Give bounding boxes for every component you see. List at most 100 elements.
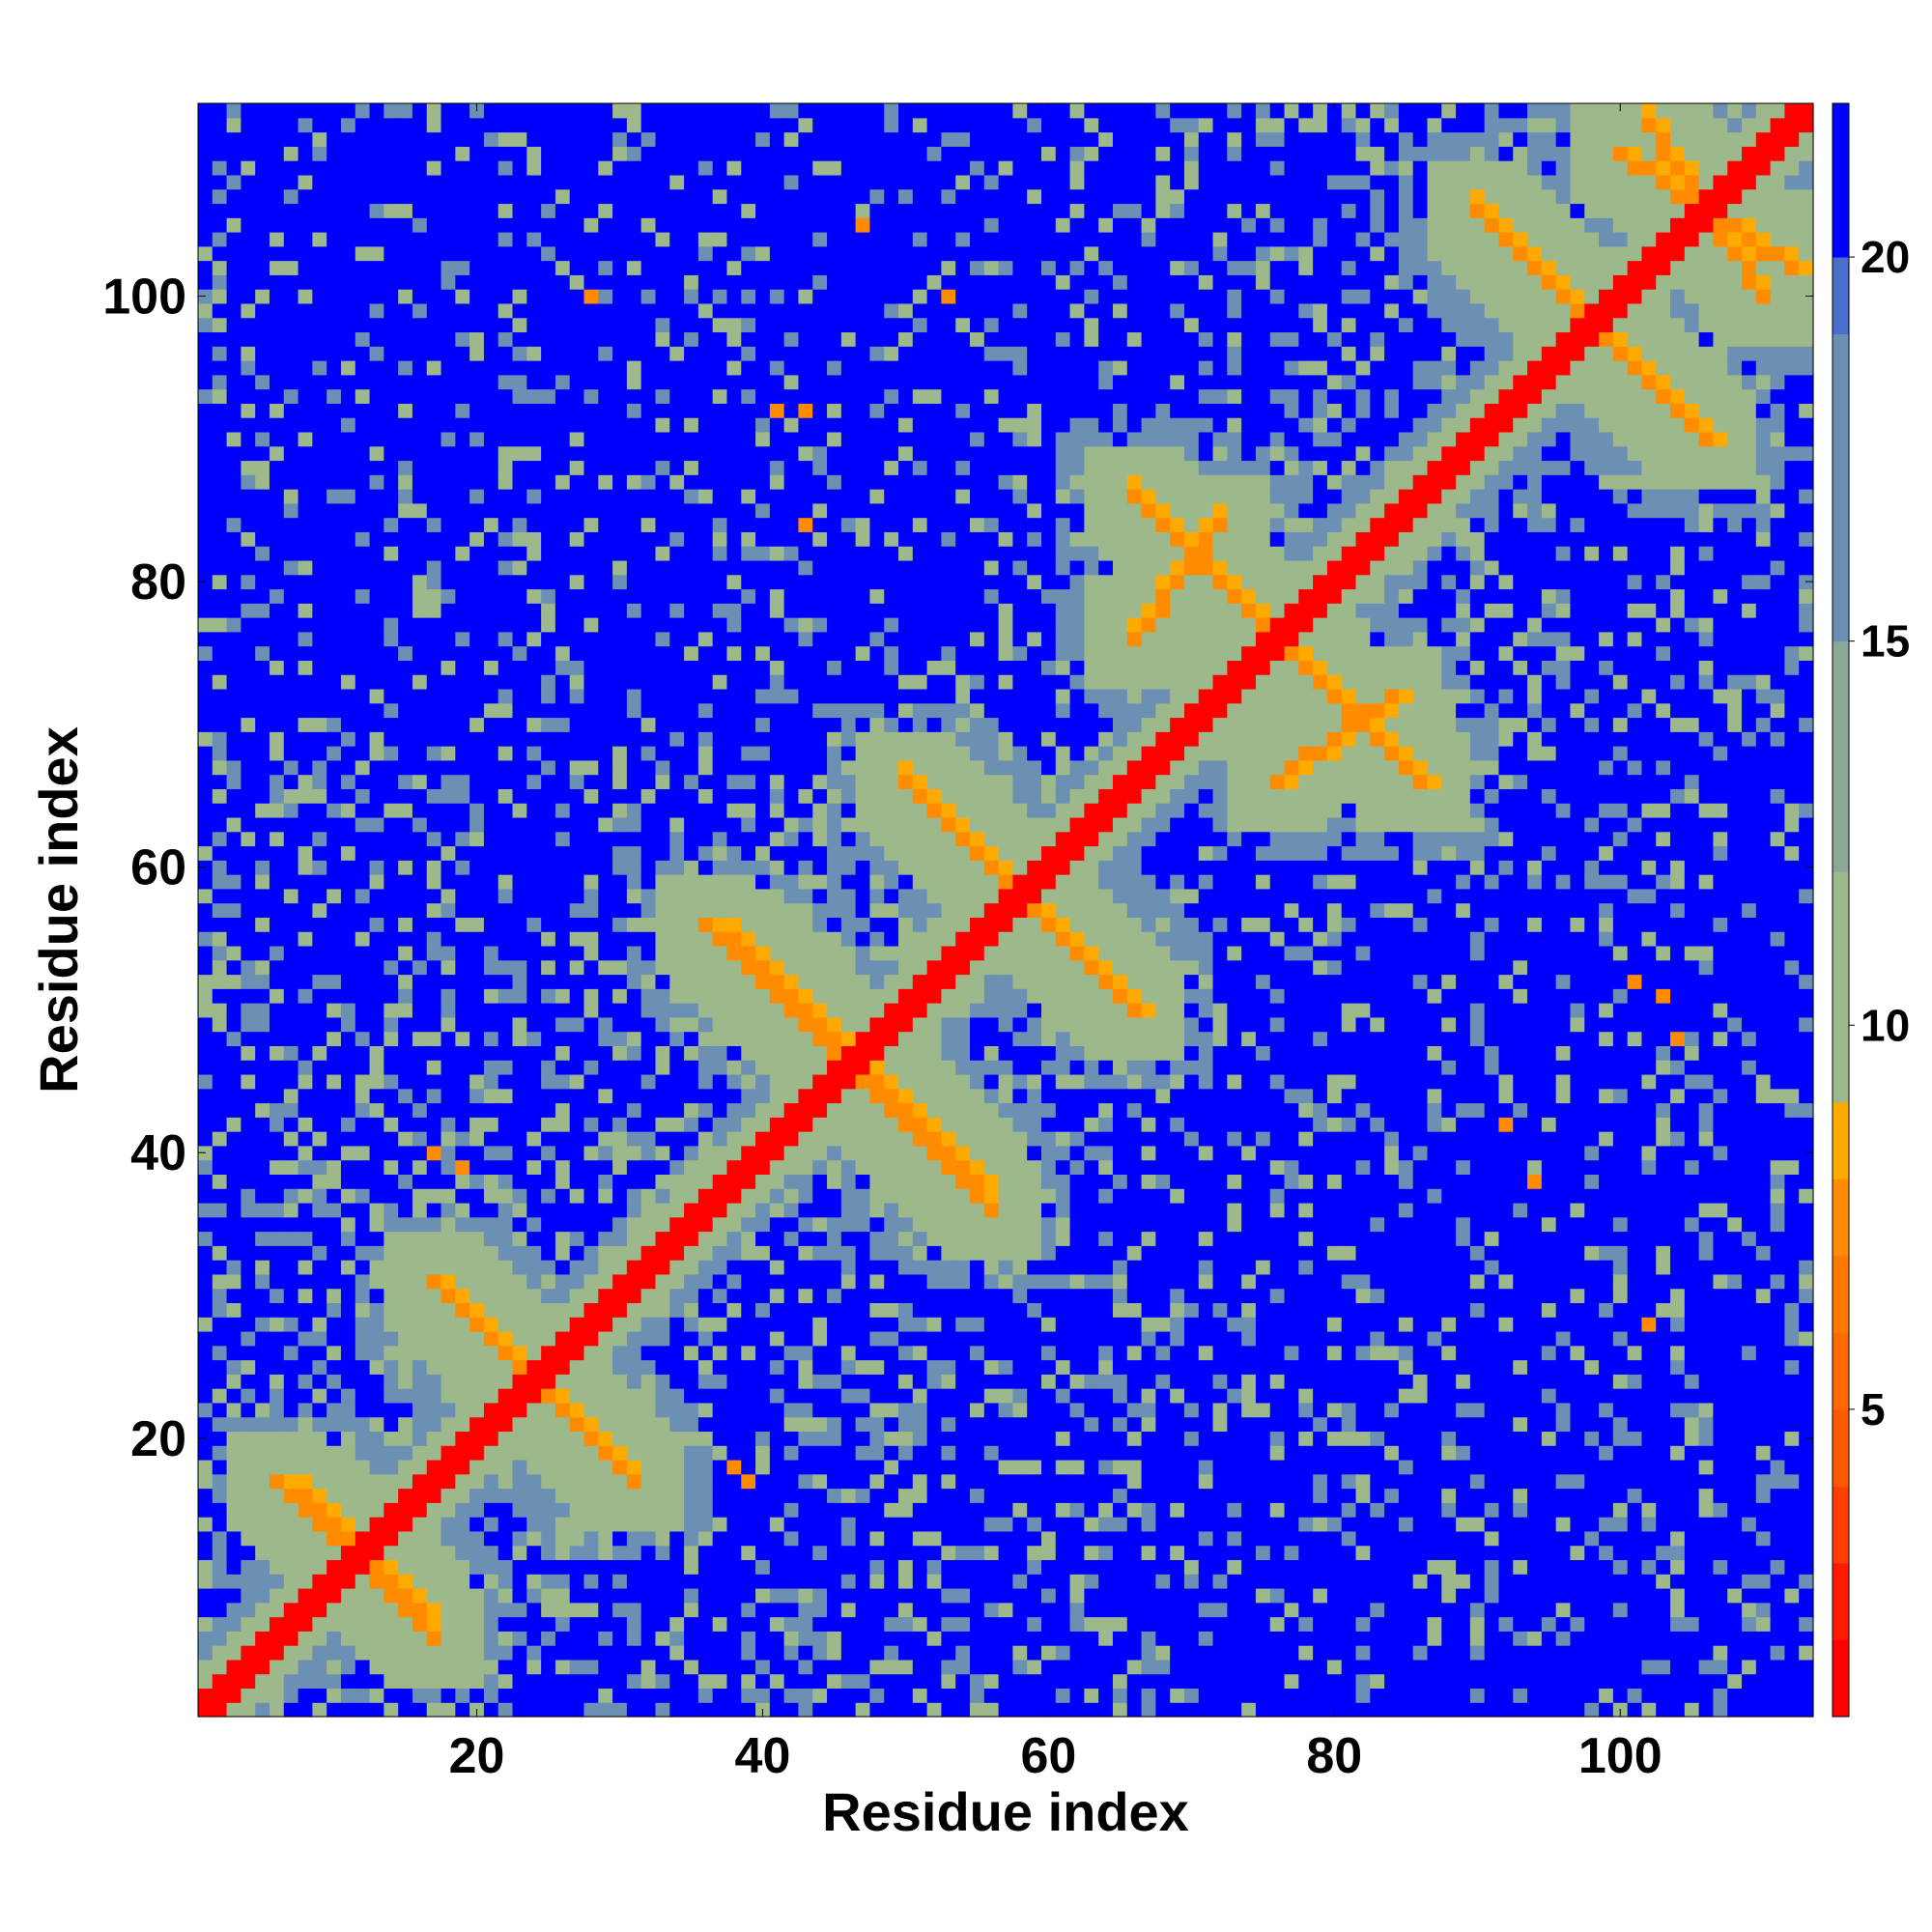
heatmap-cell [312,1631,327,1646]
heatmap-cell [783,245,800,262]
heatmap-cell [769,1188,785,1204]
heatmap-cell [312,1574,327,1589]
heatmap-cell [226,1431,242,1446]
heatmap-cell [455,1159,470,1176]
heatmap-cell [712,1317,728,1332]
heatmap-cell [697,860,714,875]
heatmap-cell [684,460,699,475]
heatmap-cell [226,403,242,418]
heatmap-cell [812,1317,828,1332]
heatmap-cell [526,431,542,447]
heatmap-cell [384,1517,399,1532]
heatmap-cell [241,1016,256,1033]
heatmap-cell [340,445,356,462]
heatmap-cell [741,460,756,475]
heatmap-cell [283,1530,299,1547]
heatmap-cell [355,988,371,1004]
heatmap-cell [298,1545,313,1561]
heatmap-cell [412,759,428,776]
heatmap-cell [212,1045,228,1061]
heatmap-cell [198,1602,213,1618]
heatmap-cell [212,245,228,262]
heatmap-cell [741,103,756,119]
heatmap-cell [198,317,213,333]
heatmap-cell [827,1673,842,1690]
heatmap-cell [612,1530,628,1547]
heatmap-cell [226,674,242,690]
heatmap-cell [483,945,499,961]
heatmap-cell [269,759,285,776]
heatmap-cell [426,959,442,976]
heatmap-cell [554,546,571,561]
heatmap-cell [655,388,670,404]
heatmap-cell [269,403,285,418]
heatmap-cell [426,931,442,947]
heatmap-cell [483,1530,499,1547]
heatmap-cell [526,260,542,275]
heatmap-cell [697,1616,714,1632]
heatmap-cell [255,346,270,361]
heatmap-cell [327,317,342,333]
heatmap-cell [569,1260,585,1275]
heatmap-cell [612,959,628,976]
heatmap-cell [398,1559,413,1575]
heatmap-cell [369,1416,384,1433]
heatmap-cell [512,1216,527,1233]
heatmap-cell [497,1288,514,1304]
heatmap-cell [583,1117,599,1132]
heatmap-cell [755,245,771,262]
heatmap-cell [798,788,813,804]
heatmap-cell [726,645,742,661]
heatmap-cell [541,617,556,633]
heatmap-cell [412,588,428,604]
heatmap-cell [712,1188,728,1204]
heatmap-cell [554,1702,571,1718]
heatmap-cell [398,688,413,704]
heatmap-cell [483,388,499,404]
heatmap-cell [398,1688,413,1703]
heatmap-cell [569,146,585,161]
heatmap-cell [412,346,428,361]
heatmap-cell [741,517,756,532]
heatmap-cell [440,146,456,161]
heatmap-cell [812,403,828,418]
heatmap-cell [669,603,685,618]
heatmap-cell [497,1016,514,1033]
heatmap-cell [269,1073,285,1090]
heatmap-cell [355,1402,371,1418]
heatmap-cell [640,346,657,361]
heatmap-cell [612,1545,628,1561]
heatmap-cell [355,489,371,504]
heatmap-cell [483,1231,499,1246]
heatmap-cell [426,388,442,404]
heatmap-cell [269,317,285,333]
heatmap-cell [241,160,256,176]
heatmap-cell [669,574,685,590]
heatmap-cell [412,1359,428,1375]
heatmap-cell [783,1402,800,1418]
heatmap-cell [327,203,342,218]
heatmap-cell [798,974,813,989]
heatmap-cell [583,1602,599,1618]
heatmap-cell [440,274,456,290]
heatmap-cell [712,1159,728,1176]
heatmap-cell [469,1102,485,1118]
heatmap-cell [626,1117,642,1132]
heatmap-cell [312,1231,327,1246]
heatmap-cell [298,1445,313,1461]
heatmap-cell [241,974,256,989]
heatmap-cell [369,917,384,932]
heatmap-cell [741,360,756,376]
heatmap-cell [497,688,514,704]
heatmap-cell [255,831,270,847]
heatmap-cell [483,1260,499,1275]
heatmap-cell [554,1402,571,1418]
heatmap-cell [269,1688,285,1703]
heatmap-cell [355,788,371,804]
heatmap-cell [198,1245,213,1261]
heatmap-cell [612,1517,628,1532]
heatmap-cell [398,1517,413,1532]
heatmap-cell [426,816,442,833]
heatmap-cell [340,360,356,376]
heatmap-cell [440,517,456,532]
